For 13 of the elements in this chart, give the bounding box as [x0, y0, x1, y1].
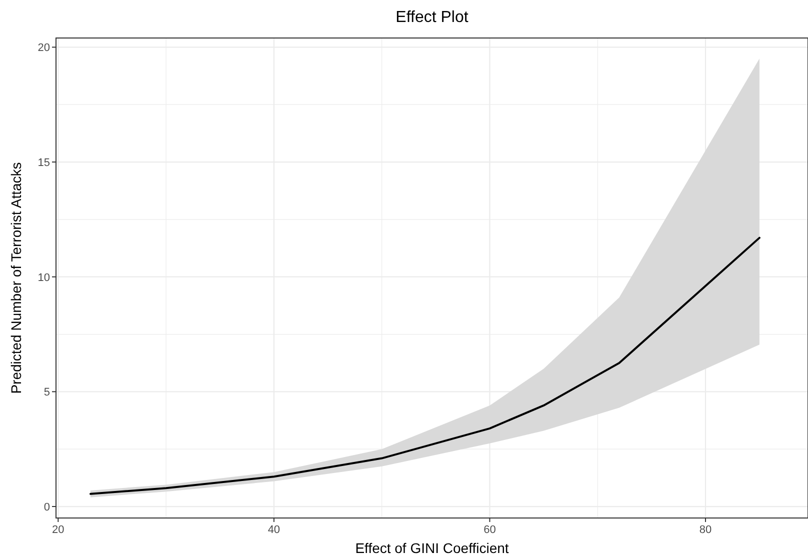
x-tick-label: 60 [484, 524, 496, 536]
y-tick-label: 10 [38, 272, 50, 284]
line-series [90, 236, 760, 495]
x-tick-label: 40 [268, 524, 280, 536]
x-tick-label: 20 [52, 524, 64, 536]
x-tick-label: 80 [699, 524, 712, 536]
x-axis-title: Effect of GINI Coefficient [355, 540, 509, 556]
y-tick-label: 0 [44, 502, 50, 514]
chart-title: Effect Plot [396, 9, 469, 26]
y-tick-label: 15 [38, 157, 50, 170]
y-axis-title: Predicted Number of Terrorist Attacks [8, 162, 24, 394]
y-tick-label: 5 [44, 386, 50, 399]
y-tick-label: 20 [38, 42, 50, 54]
